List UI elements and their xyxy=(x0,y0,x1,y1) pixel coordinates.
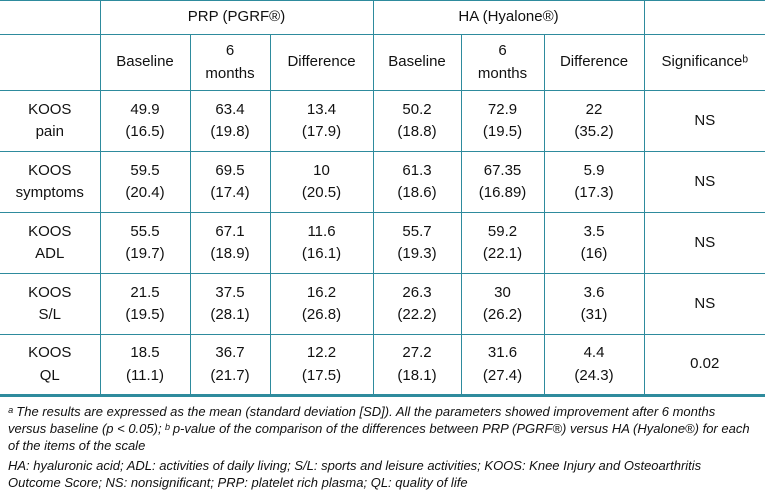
table-cell: 11.6 (16.1) xyxy=(269,212,374,274)
table-cell: 16.2 (26.8) xyxy=(269,273,374,335)
footnotes: ᵃ The results are expressed as the mean … xyxy=(0,397,765,490)
significance-cell: 0.02 xyxy=(643,334,765,397)
table-cell: 36.7 (21.7) xyxy=(189,334,271,397)
group-header-ha: HA (Hyalone®) xyxy=(372,0,645,35)
table-cell: 61.3 (18.6) xyxy=(372,151,462,213)
significance-cell: NS xyxy=(643,273,765,335)
table-row-koos-ql: KOOS QL 18.5 (11.1) 36.7 (21.7) 12.2 (17… xyxy=(0,334,765,397)
table-cell: 3.6 (31) xyxy=(543,273,645,335)
table-cell: 12.2 (17.5) xyxy=(269,334,374,397)
row-label: KOOS symptoms xyxy=(0,151,101,213)
footnote-abbreviations: HA: hyaluronic acid; ADL: activities of … xyxy=(8,457,702,490)
corner-cell-right xyxy=(643,0,765,35)
table-row-koos-adl: KOOS ADL 55.5 (19.7) 67.1 (18.9) 11.6 (1… xyxy=(0,212,765,274)
table-cell: 3.5 (16) xyxy=(543,212,645,274)
column-header-ha-6months: 6 months xyxy=(460,34,545,91)
table-cell: 49.9 (16.5) xyxy=(99,90,191,152)
column-header-row: Baseline 6 months Difference Baseline 6 … xyxy=(0,34,765,91)
table-cell: 55.7 (19.3) xyxy=(372,212,462,274)
table-cell: 72.9 (19.5) xyxy=(460,90,545,152)
table-cell: 55.5 (19.7) xyxy=(99,212,191,274)
corner-cell-left xyxy=(0,0,101,35)
row-label: KOOS ADL xyxy=(0,212,101,274)
table-cell: 18.5 (11.1) xyxy=(99,334,191,397)
table-cell: 67.35 (16.89) xyxy=(460,151,545,213)
table-cell: 37.5 (28.1) xyxy=(189,273,271,335)
column-header-prp-difference: Difference xyxy=(269,34,374,91)
table-cell: 31.6 (27.4) xyxy=(460,334,545,397)
table-cell: 26.3 (22.2) xyxy=(372,273,462,335)
column-header-ha-baseline: Baseline xyxy=(372,34,462,91)
row-label-header-cell xyxy=(0,34,101,91)
table-row-koos-sl: KOOS S/L 21.5 (19.5) 37.5 (28.1) 16.2 (2… xyxy=(0,273,765,335)
column-header-ha-difference: Difference xyxy=(543,34,645,91)
results-table: PRP (PGRF®) HA (Hyalone®) Baseline 6 mon… xyxy=(0,0,765,397)
table-cell: 50.2 (18.8) xyxy=(372,90,462,152)
table-row-koos-pain: KOOS pain 49.9 (16.5) 63.4 (19.8) 13.4 (… xyxy=(0,90,765,152)
footnote-results-note: ᵃ The results are expressed as the mean … xyxy=(8,404,750,453)
table-cell: 67.1 (18.9) xyxy=(189,212,271,274)
table-cell: 63.4 (19.8) xyxy=(189,90,271,152)
table-cell: 5.9 (17.3) xyxy=(543,151,645,213)
table-cell: 22 (35.2) xyxy=(543,90,645,152)
table-cell: 4.4 (24.3) xyxy=(543,334,645,397)
column-header-significance: Significanceᵇ xyxy=(643,34,765,91)
table-cell: 69.5 (17.4) xyxy=(189,151,271,213)
column-header-prp-baseline: Baseline xyxy=(99,34,191,91)
table-cell: 59.5 (20.4) xyxy=(99,151,191,213)
significance-cell: NS xyxy=(643,212,765,274)
row-label: KOOS S/L xyxy=(0,273,101,335)
significance-cell: NS xyxy=(643,151,765,213)
table-cell: 21.5 (19.5) xyxy=(99,273,191,335)
row-label: KOOS pain xyxy=(0,90,101,152)
table-cell: 30 (26.2) xyxy=(460,273,545,335)
row-label: KOOS QL xyxy=(0,334,101,397)
column-header-prp-6months: 6 months xyxy=(189,34,271,91)
table-cell: 13.4 (17.9) xyxy=(269,90,374,152)
significance-cell: NS xyxy=(643,90,765,152)
group-header-prp: PRP (PGRF®) xyxy=(99,0,374,35)
table-row-koos-symptoms: KOOS symptoms 59.5 (20.4) 69.5 (17.4) 10… xyxy=(0,151,765,213)
table-cell: 27.2 (18.1) xyxy=(372,334,462,397)
table-cell: 59.2 (22.1) xyxy=(460,212,545,274)
table-cell: 10 (20.5) xyxy=(269,151,374,213)
group-header-row: PRP (PGRF®) HA (Hyalone®) xyxy=(0,0,765,35)
